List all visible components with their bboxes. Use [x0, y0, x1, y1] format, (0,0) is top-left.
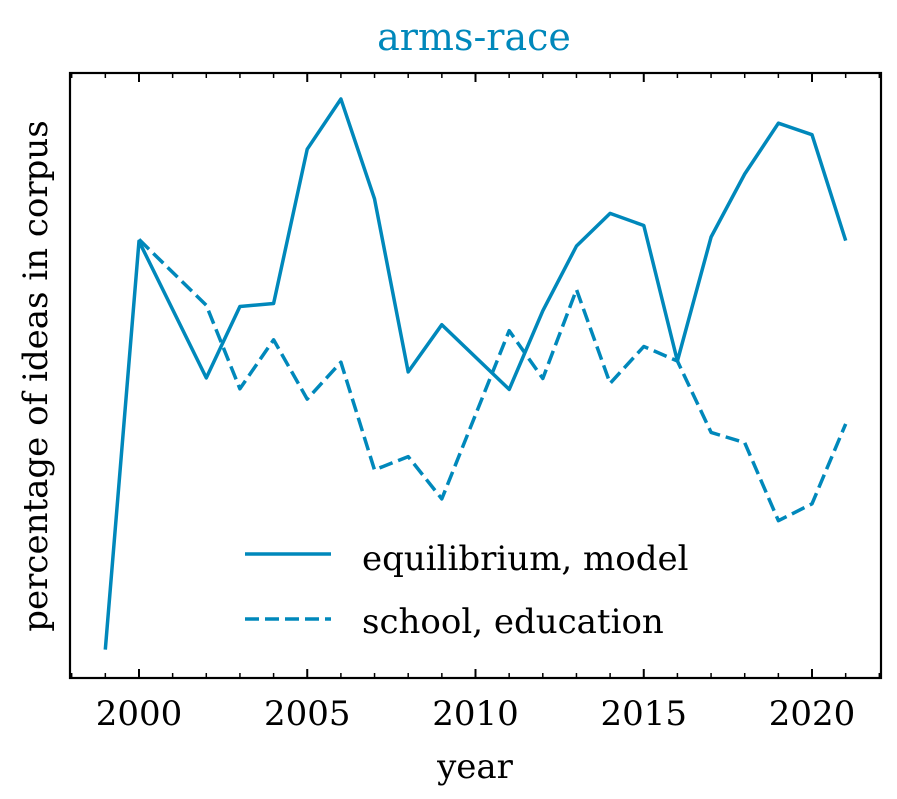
chart-title: arms-race [377, 15, 571, 59]
x-axis-label: year [436, 747, 514, 787]
x-tick-label-2020: 2020 [769, 694, 856, 734]
legend: equilibrium, model school, education [245, 539, 689, 642]
x-tick-label-2000: 2000 [96, 694, 183, 734]
y-axis-label: percentage of ideas in corpus [16, 120, 56, 631]
legend-label-school: school, education [362, 602, 664, 642]
axis-ticks [70, 73, 881, 678]
x-tick-label-2010: 2010 [432, 694, 519, 734]
x-tick-label-2005: 2005 [264, 694, 351, 734]
x-tick-labels: 2000 2005 2010 2015 2020 [96, 694, 856, 734]
series-line-equilibrium-model [103, 97, 848, 650]
legend-label-equilibrium: equilibrium, model [362, 539, 689, 579]
plot-frame [68, 71, 883, 680]
series-line-school-education [137, 238, 848, 523]
series-lines [103, 97, 848, 650]
x-tick-label-2015: 2015 [600, 694, 687, 734]
